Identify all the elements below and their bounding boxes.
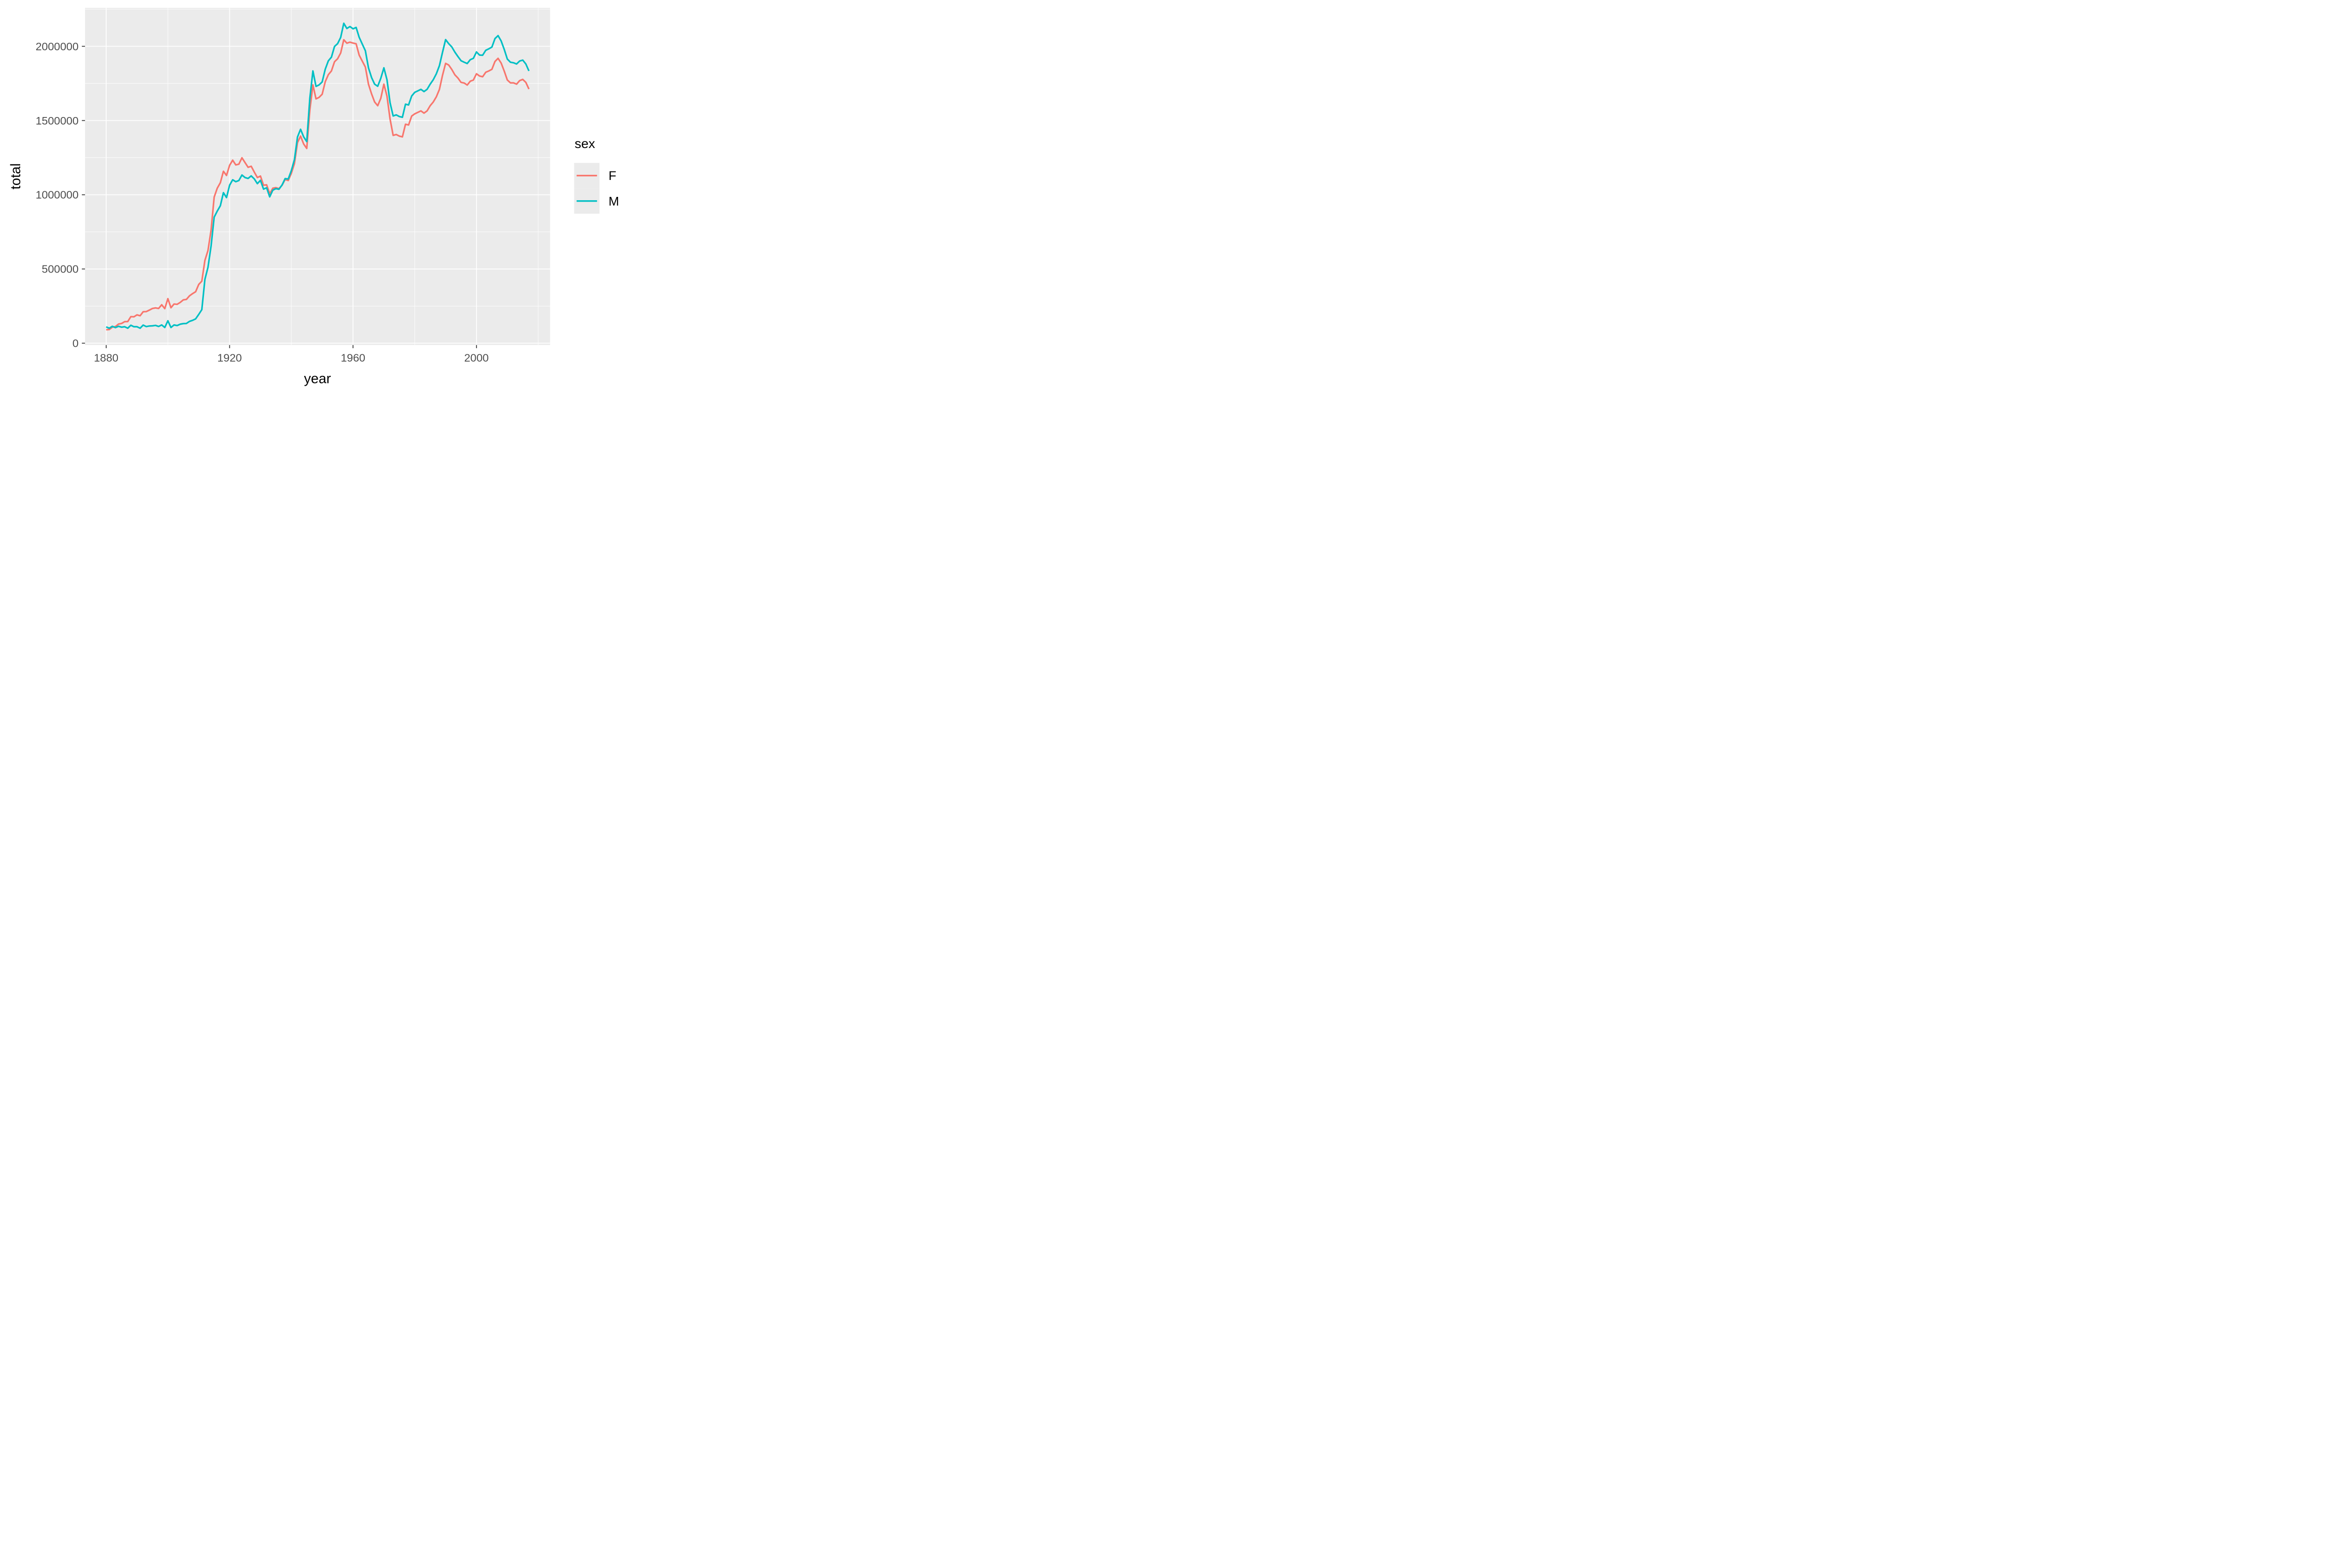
series-lines	[106, 22, 530, 331]
legend-label-F: F	[609, 169, 616, 183]
y-tick-label: 0	[72, 337, 78, 350]
chart-figure: 1880 1920 1960 2000 0 500000 1000000 1500000 20…	[0, 0, 634, 392]
x-tick-label: 1880	[94, 351, 118, 364]
x-axis-title: year	[304, 371, 331, 386]
series-line-F	[106, 39, 530, 331]
legend-label-M: M	[609, 194, 619, 208]
plot-panel	[85, 8, 550, 345]
x-tick-label: 2000	[464, 351, 489, 364]
axis-tick-marks	[82, 46, 477, 349]
minor-gridlines	[85, 8, 550, 345]
x-tick-label: 1960	[341, 351, 365, 364]
x-tick-label: 1920	[217, 351, 242, 364]
y-axis-tick-labels: 0 500000 1000000 1500000 2000000	[36, 40, 78, 350]
y-tick-label: 1500000	[36, 115, 78, 127]
y-tick-label: 2000000	[36, 40, 78, 53]
major-gridlines	[85, 8, 550, 345]
series-line-M	[106, 22, 530, 329]
plot-canvas: 1880 1920 1960 2000 0 500000 1000000 1500000 20…	[8, 8, 619, 386]
y-tick-label: 500000	[42, 263, 78, 275]
legend: sex FM	[574, 136, 619, 214]
legend-keys: FM	[574, 163, 619, 214]
x-axis-tick-labels: 1880 1920 1960 2000	[94, 351, 489, 364]
y-axis-title: total	[8, 164, 24, 190]
y-tick-label: 1000000	[36, 189, 78, 201]
legend-title: sex	[575, 136, 595, 151]
